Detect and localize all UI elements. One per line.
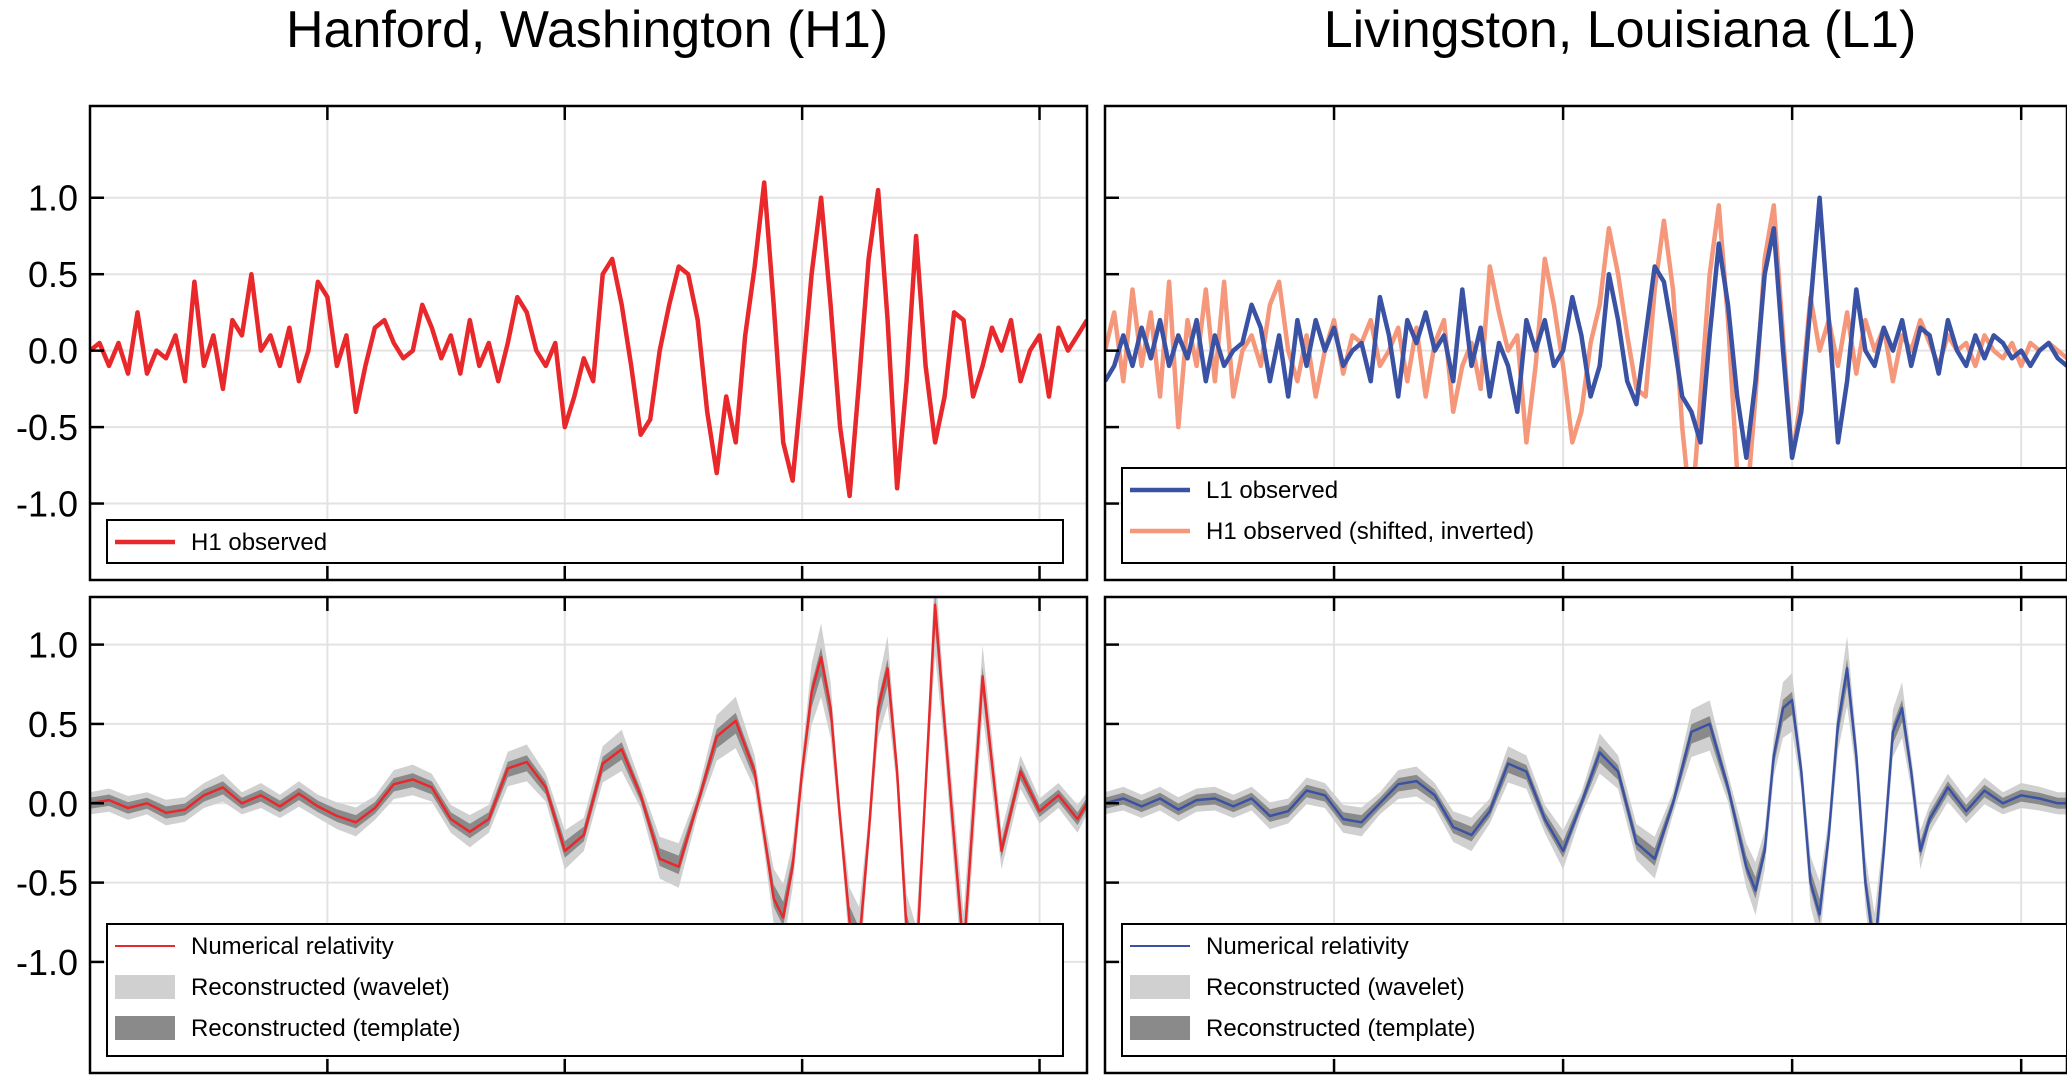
ticks xyxy=(90,106,1041,580)
plot-area xyxy=(1105,195,2067,522)
legend: Numerical relativity Reconstructed (wavel… xyxy=(106,923,1064,1057)
y-tick-label: -0.5 xyxy=(16,407,78,448)
panel-bottom-left: -1.0 -0.5 0.0 0.5 1.0 Numerical relativity Rec… xyxy=(16,595,1089,1075)
ticks xyxy=(90,597,1041,1073)
panel-top-left: -1.0 -0.5 0.0 0.5 1.0 H1 observed xyxy=(16,104,1089,582)
legend-box xyxy=(106,519,1064,564)
legend-label: Numerical relativity xyxy=(1206,933,1409,960)
band-wavelet xyxy=(90,597,1087,1007)
panels: -1.0 -0.5 0.0 0.5 1.0 H1 observed L1 observed H… xyxy=(16,104,2067,1075)
legend-label: H1 observed (shifted, inverted) xyxy=(1206,518,1534,545)
y-tick-label: 0.0 xyxy=(28,331,78,372)
legend-label: L1 observed xyxy=(1206,477,1338,504)
legend: L1 observed H1 observed (shifted, inverte… xyxy=(1121,467,2067,564)
y-tick-label: 1.0 xyxy=(28,178,78,219)
legend-label: Reconstructed (wavelet) xyxy=(1206,974,1465,1001)
legend-swatch xyxy=(1130,975,1190,999)
legend-box xyxy=(1121,923,2067,1057)
panel-frame xyxy=(1103,595,2067,1075)
legend-label: Reconstructed (template) xyxy=(191,1015,460,1042)
series-line-2 xyxy=(1105,195,2067,460)
legend-label: Reconstructed (wavelet) xyxy=(191,974,450,1001)
ticks xyxy=(1105,106,2023,580)
legend-label: Numerical relativity xyxy=(191,933,394,960)
plot-area xyxy=(90,597,1087,1007)
title-h1: Hanford, Washington (H1) xyxy=(286,1,888,59)
y-tick-label: 0.0 xyxy=(28,783,78,824)
plot-area xyxy=(90,180,1087,499)
series-line-1 xyxy=(1105,667,2067,956)
y-tick-label: -0.5 xyxy=(16,863,78,904)
panel-frame xyxy=(1103,104,2067,582)
y-tick-label: 0.5 xyxy=(28,254,78,295)
legend-swatch xyxy=(1130,1016,1190,1040)
y-tick-label: 0.5 xyxy=(28,704,78,745)
ticks xyxy=(1105,597,2023,1073)
legend-box xyxy=(106,923,1064,1057)
panel-bottom-right: Numerical relativity Reconstructed (wavel… xyxy=(1103,595,2067,1075)
title-l1: Livingston, Louisiana (L1) xyxy=(1324,1,1917,59)
legend-swatch xyxy=(115,975,175,999)
y-tick-label: -1.0 xyxy=(16,942,78,983)
legend-swatch xyxy=(115,1016,175,1040)
band-wavelet xyxy=(1105,636,2067,989)
grid xyxy=(90,106,1087,580)
legend: Numerical relativity Reconstructed (wavel… xyxy=(1121,923,2067,1057)
y-tick-label: -1.0 xyxy=(16,484,78,525)
series-line-1 xyxy=(90,603,1087,972)
plot-area xyxy=(1105,636,2067,989)
series-line-1 xyxy=(90,180,1087,499)
panel-frame xyxy=(88,595,1089,1075)
band-template xyxy=(90,597,1087,981)
legend-label: H1 observed xyxy=(191,529,327,556)
panel-top-right: L1 observed H1 observed (shifted, inverte… xyxy=(1103,104,2067,582)
panel-frame xyxy=(88,104,1089,582)
legend: H1 observed xyxy=(106,519,1064,564)
y-tick-label: 1.0 xyxy=(28,625,78,666)
legend-box xyxy=(1121,467,2067,564)
legend-label: Reconstructed (template) xyxy=(1206,1015,1475,1042)
